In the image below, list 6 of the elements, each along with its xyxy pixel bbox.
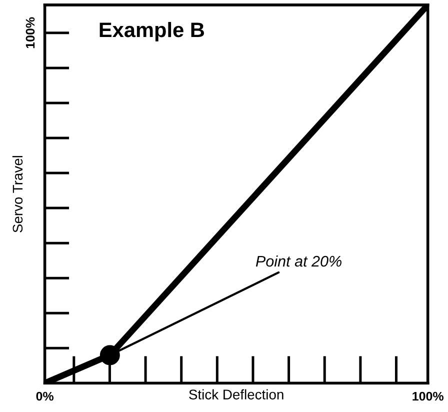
- text: 100%: [26, 17, 35, 48]
- text: Example B: [100, 22, 204, 42]
- x-axis-title: Stick Deflection: [189, 389, 284, 400]
- x-tick-label: 0%: [36, 392, 54, 401]
- y-axis-title: Servo Travel: [12, 156, 23, 232]
- annotation: Point at 20%: [256, 255, 342, 267]
